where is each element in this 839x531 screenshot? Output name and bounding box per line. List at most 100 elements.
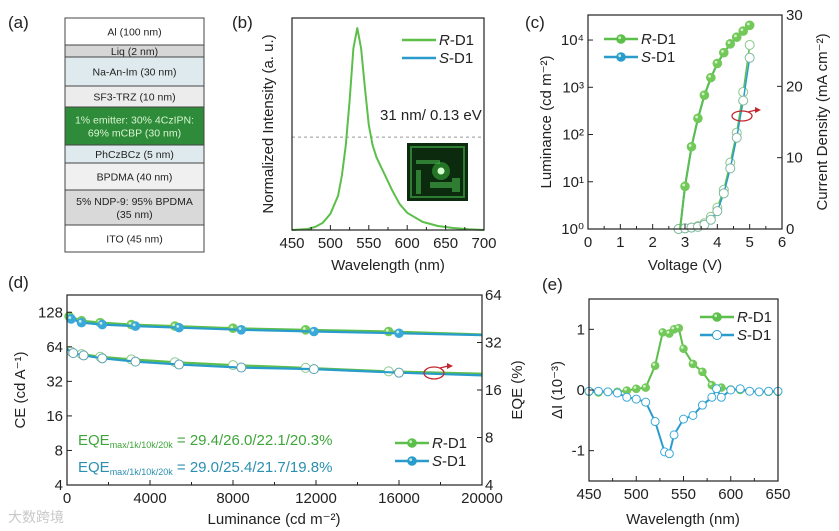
eqe-point (130, 356, 141, 367)
delta-i-point (726, 385, 736, 395)
legend-label-rest: -D1 (449, 50, 473, 67)
device-photo-inset (407, 143, 468, 201)
legend-label-rest: -D1 (651, 49, 675, 66)
luminance-point (699, 90, 710, 100)
current-density-point (738, 95, 749, 106)
el-spectrum-chart: Wavelength (nm) Normalized Intensity (a.… (260, 17, 497, 274)
legend-label-rest: -D1 (442, 453, 466, 470)
legend-marker (712, 312, 722, 322)
delta-i-point (754, 387, 764, 397)
ce-point (383, 326, 394, 337)
c-y2label: Current Density (mA cm⁻²) (814, 33, 831, 210)
y2-tick-label: 32 (485, 335, 502, 352)
delta-i-point (688, 359, 698, 369)
x-tick-label: 1 (616, 234, 624, 251)
y-tick-label: 10¹ (562, 174, 584, 191)
arrow-right-icon (447, 363, 453, 369)
stack-layer: ITO (45 nm) (64, 224, 205, 253)
eqe-summary-s-d1: EQEmax/1k/10k/20k = 29.0/25.4/21.7/19.8% (78, 459, 332, 477)
delta-i-point (698, 367, 707, 377)
current-density-point (738, 87, 749, 98)
stack-layer: PhCzBCz (5 nm) (64, 144, 205, 164)
luminance-point (680, 181, 690, 192)
eqe-point (236, 362, 247, 373)
stack-layer-label: Na-An-Im (30 nm) (92, 67, 176, 79)
legend-item-s-d1: S-D1 (604, 49, 675, 66)
legend-marker-highlight (409, 440, 413, 444)
x-tick-label: 500 (624, 486, 649, 503)
delta-i-chart: Wavelength (nm) ΔI (10⁻³) 450 500 550 600 65… (549, 298, 791, 528)
delta-i-point (612, 388, 622, 398)
legend-label-rest: -D1 (747, 327, 771, 344)
delta-i-point-highlight (709, 382, 712, 386)
x-tick-label: 550 (356, 235, 381, 252)
eqe-line-s-d1 (66, 348, 483, 377)
ce-point (236, 325, 247, 335)
panel-label-a: (a) (8, 13, 29, 32)
x-tick-label: 450 (576, 486, 601, 503)
ce-point-highlight (230, 325, 234, 329)
legend-label-italic: R (737, 309, 748, 326)
b-ylabel: Normalized Intensity (a. u.) (260, 34, 277, 213)
ce-point (174, 322, 184, 333)
y2-tick-label: 10 (786, 150, 803, 167)
ce-point-highlight (68, 316, 72, 320)
y-tick-label: -1 (572, 443, 585, 460)
ce-point (228, 323, 238, 333)
legend-item-r-d1: R-D1 (604, 31, 676, 48)
y-tick-label: 10⁴ (561, 32, 584, 49)
x-tick-label: 2 (648, 234, 656, 251)
b-xlabel: Wavelength (nm) (331, 257, 445, 274)
legend-item-r-d1: R-D1 (402, 32, 474, 49)
delta-i-point (679, 344, 688, 354)
watermark: 大数跨境 (8, 509, 64, 525)
stack-layer: Na-An-Im (30 nm) (64, 56, 205, 87)
x-tick-label: 0 (584, 234, 592, 251)
luminance-point (693, 113, 703, 124)
ce-point-highlight (396, 330, 400, 334)
x-tick-label: 700 (471, 235, 496, 252)
stack-layer: 5% NDP-9: 95% BPDMA(35 nm) (64, 189, 205, 226)
y2-tick-label: 20 (786, 78, 803, 95)
ce-point (130, 321, 141, 331)
x-tick-label: 6 (778, 234, 786, 251)
b-fwhm-annotation: 31 nm/ 0.13 eV (380, 107, 482, 124)
ce-point-highlight (385, 328, 389, 332)
delta-i-point (641, 383, 651, 392)
delta-i-point-highlight (680, 346, 684, 349)
current-density-point (744, 39, 755, 50)
luminance-point-highlight (721, 49, 724, 53)
legend-label-rest: -D1 (748, 309, 772, 326)
luminance-point-highlight (682, 183, 686, 187)
legend-label-italic: R (641, 31, 652, 48)
luminance-point-highlight (688, 144, 692, 147)
y2-tick-label: 64 (485, 287, 502, 304)
delta-i-point (674, 323, 684, 333)
delta-i-point-highlight (652, 363, 656, 366)
x-tick-label: 12000 (295, 490, 337, 507)
ce-point (76, 317, 87, 328)
x-tick-label: 650 (765, 486, 790, 503)
eqe-summary-r-d1: EQEmax/1k/10k/20k = 29.4/26.0/22.1/20.3% (78, 432, 332, 450)
delta-i-point (735, 384, 745, 394)
luminance-point-highlight (734, 34, 737, 38)
stack-layer: SF3-TRZ (10 nm) (64, 85, 205, 108)
legend-label-italic: R (432, 435, 443, 452)
y2-tick-label: 30 (786, 7, 803, 24)
delta-i-point-highlight (699, 369, 703, 372)
delta-i-point (669, 430, 679, 440)
y-tick-label: 32 (46, 373, 63, 390)
delta-i-point (679, 414, 688, 424)
axis-indicator-ellipse (423, 366, 445, 380)
legend-marker-highlight (618, 36, 622, 40)
stack-layer-label: SF3-TRZ (10 nm) (93, 92, 175, 104)
luminance-voltage-chart: Voltage (V) Luminance (cd m⁻²) Current D… (538, 7, 831, 274)
x-tick-label: 4000 (133, 490, 166, 507)
panel-label-b: (b) (232, 13, 253, 32)
delta-i-point (688, 410, 698, 420)
legend-marker-highlight (714, 314, 718, 318)
panel-label-c: (c) (525, 13, 545, 32)
luminance-point-highlight (746, 22, 750, 26)
ce-point-highlight (78, 319, 82, 323)
ce-point-highlight (311, 328, 315, 332)
